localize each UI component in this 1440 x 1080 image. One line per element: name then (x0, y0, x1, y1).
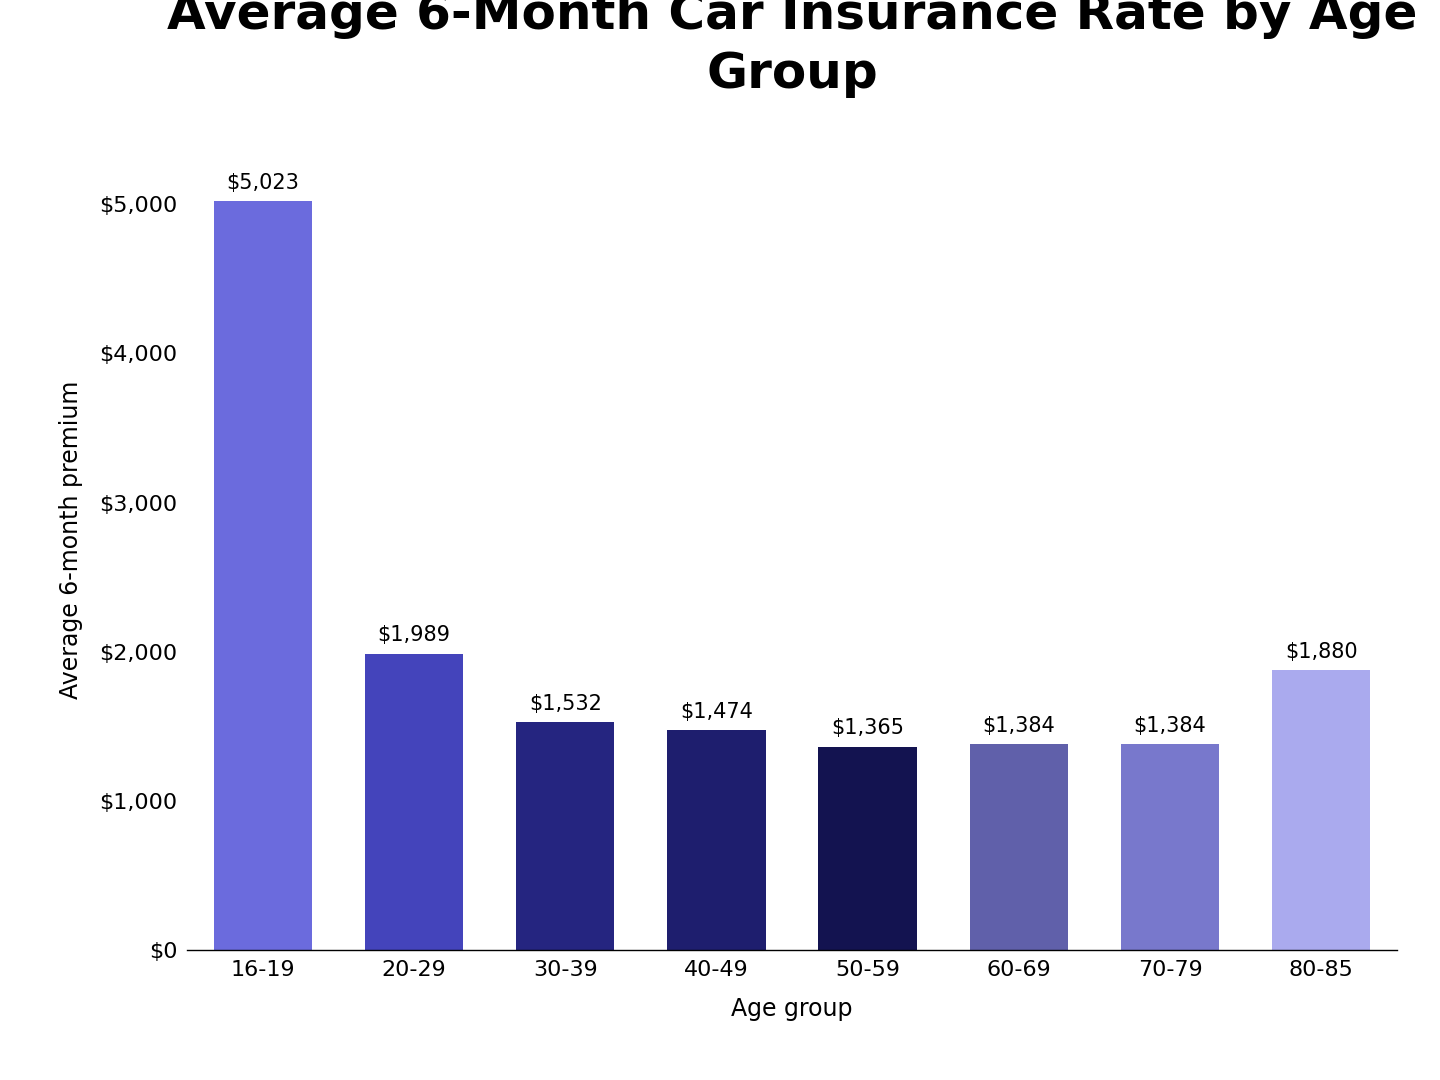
X-axis label: Age group: Age group (732, 997, 852, 1021)
Bar (969, 744, 1068, 950)
Text: $1,532: $1,532 (528, 693, 602, 714)
Bar (1272, 670, 1371, 950)
Bar (667, 730, 766, 950)
Title: Average 6-Month Car Insurance Rate by Age
Group: Average 6-Month Car Insurance Rate by Ag… (167, 0, 1417, 98)
Bar (818, 746, 917, 950)
Bar (213, 201, 312, 950)
Text: $1,384: $1,384 (982, 716, 1056, 735)
Text: $1,989: $1,989 (377, 625, 451, 646)
Text: $1,474: $1,474 (680, 702, 753, 723)
Bar (1120, 744, 1220, 950)
Text: $1,880: $1,880 (1284, 642, 1358, 662)
Bar (516, 721, 615, 950)
Text: $1,384: $1,384 (1133, 716, 1207, 735)
Text: $1,365: $1,365 (831, 718, 904, 739)
Bar (364, 653, 464, 950)
Y-axis label: Average 6-month premium: Average 6-month premium (59, 381, 82, 699)
Text: $5,023: $5,023 (226, 173, 300, 192)
